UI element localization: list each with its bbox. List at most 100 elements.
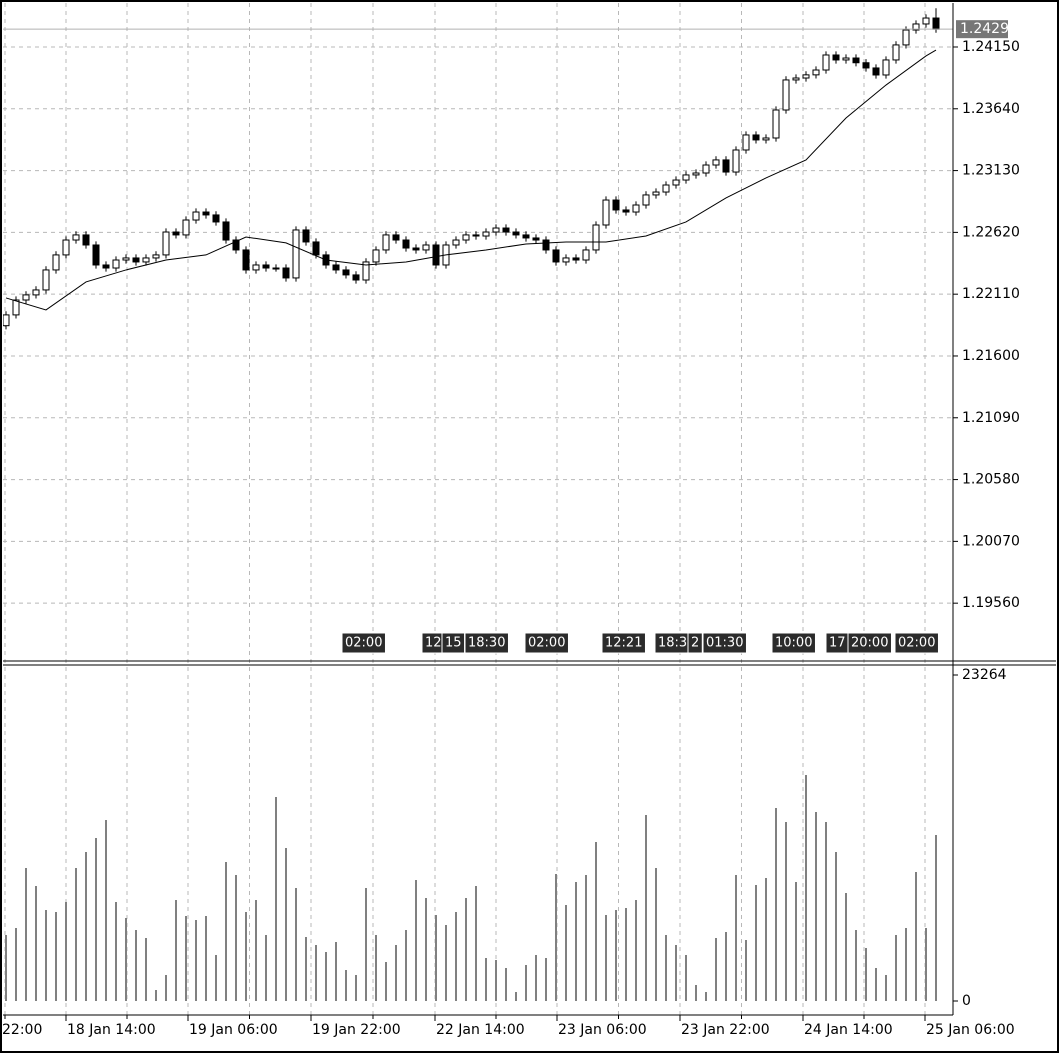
candle-body xyxy=(262,264,270,269)
candle-body xyxy=(462,234,470,241)
y-tick-label: 23264 xyxy=(962,667,1007,683)
event-label: 15 xyxy=(445,636,462,651)
plot-area: 02:00 12 15 18:30 02:00 12:21 18:3 2 01:30 10:00 1… xyxy=(3,3,953,1015)
candle-body xyxy=(382,234,390,251)
candle-body xyxy=(562,257,570,263)
candle-body xyxy=(82,234,90,246)
candle-body xyxy=(482,231,490,237)
candle-body xyxy=(102,264,110,269)
candle-body xyxy=(502,227,510,233)
candle-body xyxy=(672,179,680,186)
candle-body xyxy=(752,134,760,141)
x-tick-label: 22:00 xyxy=(2,1022,42,1038)
candle-body xyxy=(222,221,230,241)
candle-body xyxy=(712,159,720,166)
candle-body xyxy=(232,239,240,251)
candle-body xyxy=(852,57,860,64)
x-tick-label: 19 Jan 06:00 xyxy=(189,1022,278,1038)
event-label: 2 xyxy=(691,636,699,651)
candle-body xyxy=(182,219,190,236)
last-price-label: 1.24297 xyxy=(960,21,1018,37)
candle-body xyxy=(572,257,580,261)
event-flag xyxy=(771,632,816,654)
event-flag xyxy=(601,632,646,654)
candle-body xyxy=(372,249,380,263)
candle-body xyxy=(792,77,800,81)
event-flag xyxy=(847,632,892,654)
candle-body xyxy=(302,229,310,243)
candle-body xyxy=(862,62,870,69)
event-label: 10:00 xyxy=(775,636,812,651)
candle-body xyxy=(822,54,830,71)
candle-body xyxy=(212,214,220,223)
candle-body xyxy=(772,109,780,139)
y-tick-label: 1.20070 xyxy=(962,533,1020,549)
y-tick-label: 1.20580 xyxy=(962,472,1020,488)
candle-body xyxy=(722,159,730,173)
candle-body xyxy=(52,254,60,271)
candle-body xyxy=(132,257,140,263)
candle-body xyxy=(742,134,750,151)
candle-body xyxy=(492,227,500,233)
event-flag xyxy=(894,632,939,654)
event-flag xyxy=(687,632,703,654)
candle-body xyxy=(42,269,50,291)
candle-body xyxy=(112,259,120,269)
candle-body xyxy=(902,29,910,46)
candle-body xyxy=(22,294,30,301)
y-tick-label: 1.22110 xyxy=(962,286,1020,302)
candle-body xyxy=(332,264,340,271)
candle-body xyxy=(162,231,170,256)
event-label: 20:00 xyxy=(851,636,888,651)
x-tick-label: 23 Jan 22:00 xyxy=(681,1022,770,1038)
x-tick-label: 19 Jan 22:00 xyxy=(312,1022,401,1038)
candle-body xyxy=(612,199,620,211)
candle-body xyxy=(912,23,920,31)
candle-body xyxy=(582,249,590,261)
event-label: 01:30 xyxy=(706,636,743,651)
event-label: 02:00 xyxy=(345,636,382,651)
event-label: 02:00 xyxy=(528,636,565,651)
candle-body xyxy=(782,79,790,111)
candle-body xyxy=(392,234,400,241)
candle-body xyxy=(632,204,640,213)
candle-body xyxy=(522,234,530,239)
candle-body xyxy=(412,247,420,251)
y-tick-label: 1.23130 xyxy=(962,163,1020,179)
candle-body xyxy=(892,44,900,61)
candle-body xyxy=(532,237,540,241)
y-tick-label: 1.19560 xyxy=(962,595,1020,611)
candle-body xyxy=(732,149,740,173)
y-tick-label: 0 xyxy=(962,993,971,1009)
event-label: 12 xyxy=(425,636,442,651)
candle-body xyxy=(692,172,700,176)
candle-body xyxy=(602,199,610,226)
candle-body xyxy=(542,239,550,251)
candle-body xyxy=(272,267,280,270)
y-tick-label: 1.23640 xyxy=(962,101,1020,117)
candle-body xyxy=(252,264,260,271)
candle-body xyxy=(3,314,10,327)
candle-body xyxy=(622,209,630,213)
candle-body xyxy=(242,249,250,271)
event-flag xyxy=(702,632,747,654)
candle-body xyxy=(592,224,600,251)
candle-body xyxy=(92,244,100,266)
candle-body xyxy=(802,74,810,79)
candle-body xyxy=(812,69,820,76)
x-tick-label: 22 Jan 14:00 xyxy=(436,1022,525,1038)
event-label: 12:21 xyxy=(605,636,642,651)
event-flag xyxy=(464,632,509,654)
candle-body xyxy=(512,231,520,236)
candle-body xyxy=(362,261,370,281)
last-price-box xyxy=(956,20,1008,39)
event-label: 18:3 xyxy=(658,636,687,651)
x-tick-label: 24 Jan 14:00 xyxy=(804,1022,893,1038)
candle-body xyxy=(342,269,350,276)
candle-body xyxy=(192,211,200,221)
candle-body xyxy=(682,174,690,181)
candle-body xyxy=(842,57,850,61)
